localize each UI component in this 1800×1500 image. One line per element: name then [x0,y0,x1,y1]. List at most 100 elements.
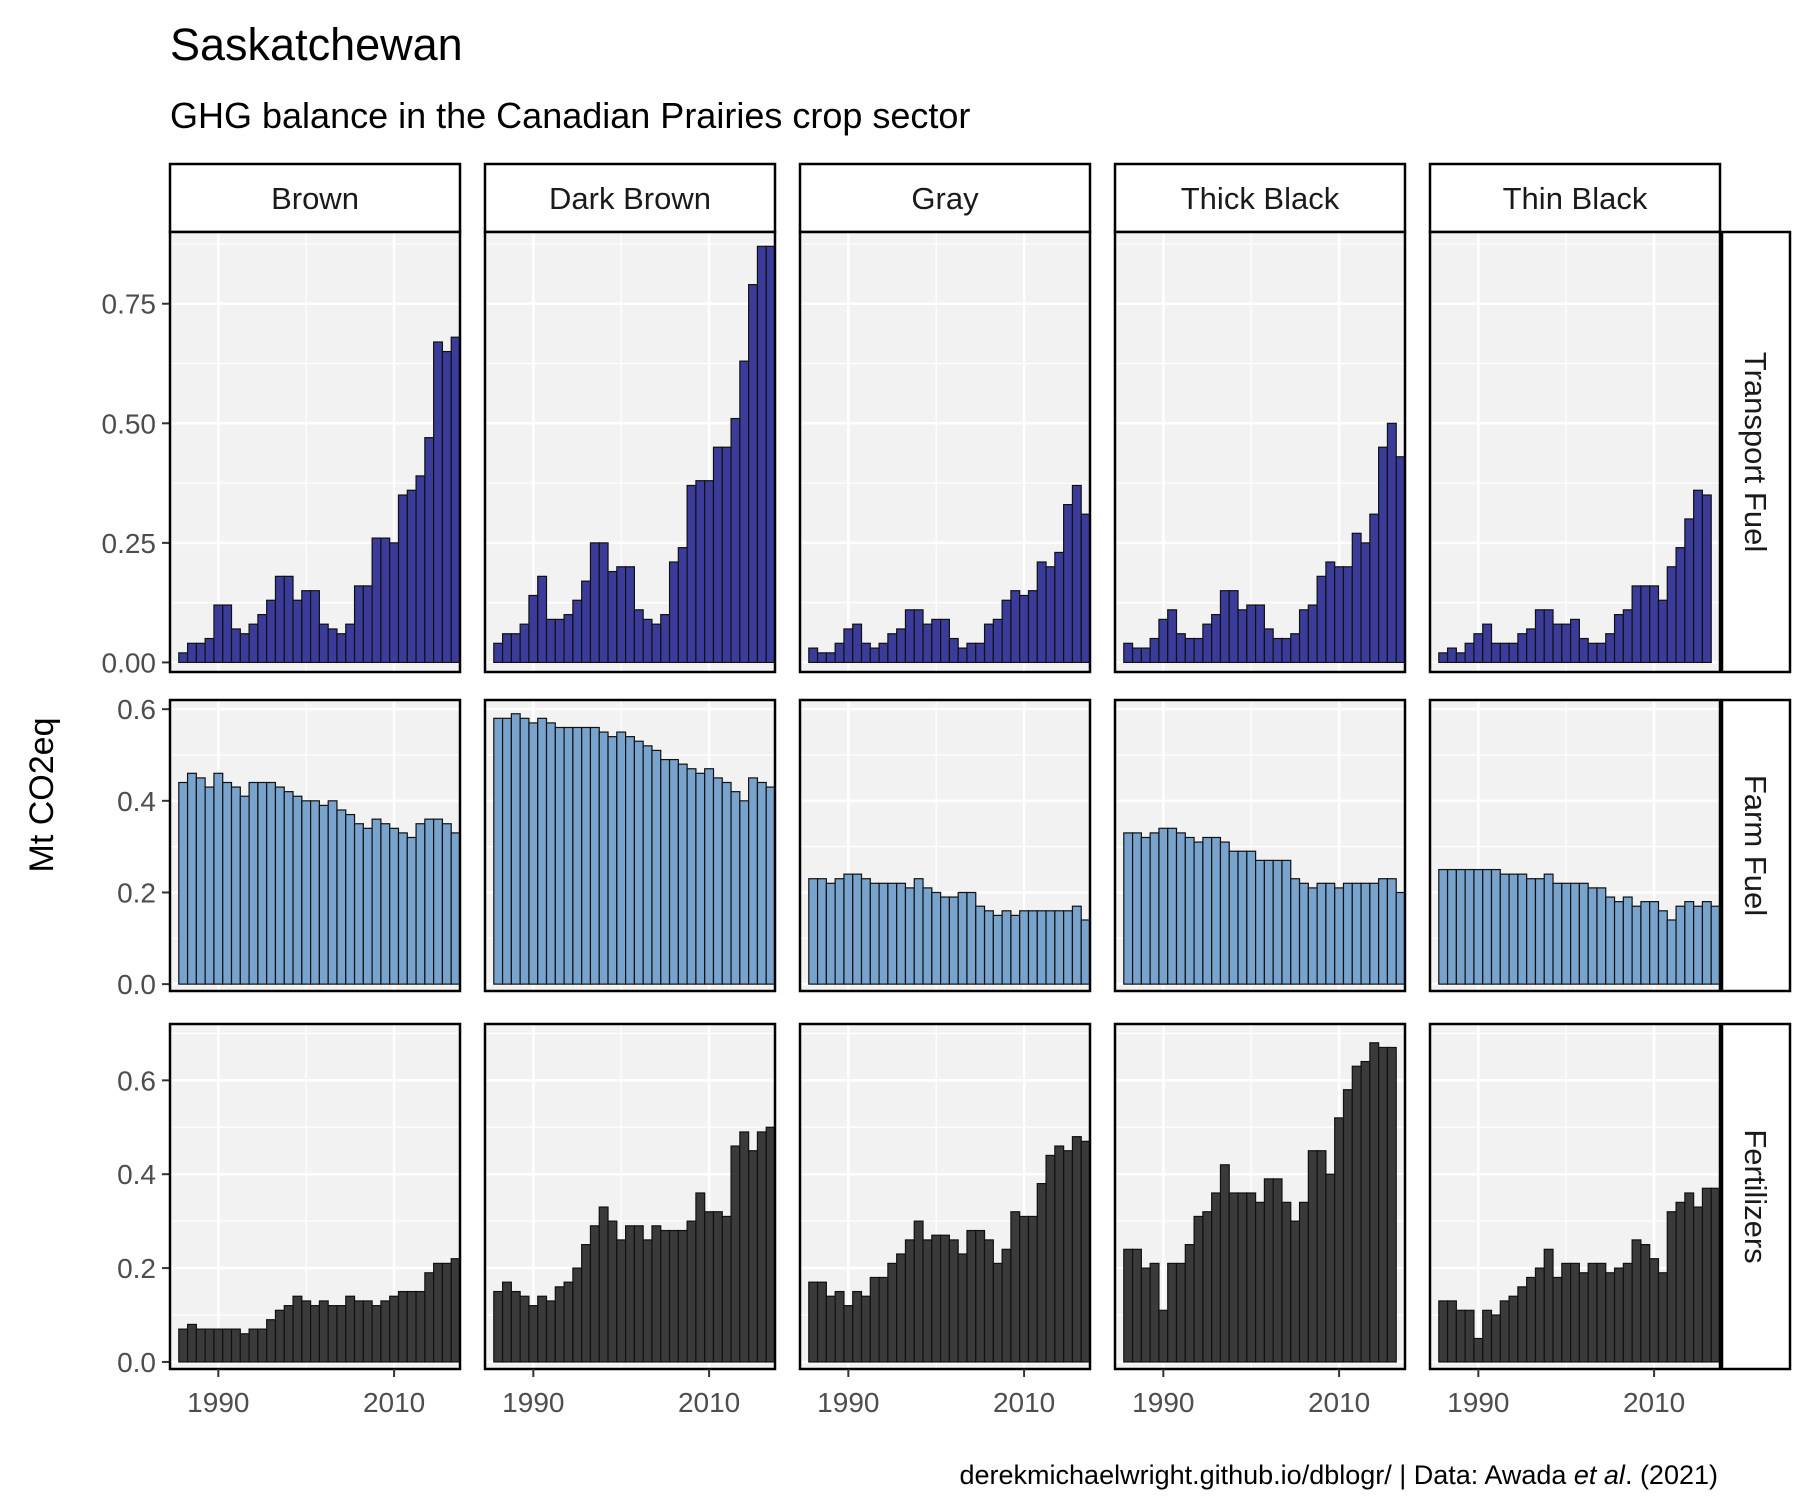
bar [195,642,206,664]
bar [1499,1300,1510,1363]
bar [1071,484,1082,664]
bar [825,882,836,985]
bar [1211,614,1222,664]
bar-series [1438,868,1721,985]
bar [1482,1309,1493,1363]
bar [1184,1244,1195,1363]
bar [712,1211,723,1363]
x-tick-label: 2010 [363,1387,425,1418]
y-tick-label: 0.4 [117,1159,156,1190]
bar [433,818,444,985]
panel-transport-fuel-dark-brown [483,230,777,674]
bar [353,585,364,664]
bar [922,623,933,664]
panel-farm-fuel-brown [168,698,462,993]
x-tick-label: 1990 [502,1387,564,1418]
bar [1158,618,1169,664]
bar [1036,561,1047,664]
strip-label: Farm Fuel [1738,775,1773,916]
bar [389,542,400,664]
panel-border [483,230,777,674]
bar [834,642,845,664]
bar [1613,901,1624,985]
bar [406,1290,417,1363]
bar [1175,1262,1186,1363]
bar [1001,910,1012,985]
strip-box [483,162,777,234]
bar [1237,850,1248,985]
bar [1281,859,1292,985]
bar [765,245,776,664]
bar [537,1295,548,1363]
bar [1534,609,1545,664]
bar [318,804,329,985]
bar [598,542,609,664]
bar [607,570,618,664]
x-tick-label: 1990 [817,1387,879,1418]
bar [239,633,250,664]
bar [1657,599,1668,664]
bar [501,1281,512,1363]
bar [1684,518,1695,664]
bar [1211,1192,1222,1363]
bar [1455,652,1466,664]
bar [975,905,986,985]
bar [668,1229,679,1363]
panel-fertilizers-gray [798,1022,1092,1371]
bar [450,1258,461,1363]
bar [633,1225,644,1363]
bar [1684,1192,1695,1363]
bar [537,717,548,985]
bar [983,1239,994,1363]
bar [327,800,338,985]
bar [248,1328,259,1363]
bar [869,647,880,664]
bar [563,726,574,985]
bar [397,494,408,664]
bar [1684,901,1695,985]
bar [1080,513,1091,664]
bar [1167,827,1178,985]
bar [896,1253,907,1363]
bar [1526,1276,1537,1363]
bar [501,633,512,664]
bar [1140,1267,1151,1363]
panel-farm-fuel-thin-black [1428,698,1722,993]
bar-series [493,713,776,985]
bar [642,745,653,985]
bar [966,1229,977,1363]
bar [528,1305,539,1363]
y-tick-label: 0.00 [102,647,157,678]
bar [1219,841,1230,985]
bar [1307,604,1318,664]
bar [940,896,950,985]
bar [266,781,277,985]
panel-transport-fuel-thick-black [1113,230,1407,674]
bar [1342,1089,1353,1363]
bar [554,618,565,664]
bar [931,1234,942,1363]
bar [1622,896,1633,985]
bar [554,1286,565,1363]
bar [957,891,968,985]
bar [371,1305,382,1363]
bar [1255,604,1265,664]
panel-border [1113,1022,1407,1371]
bar [1464,868,1475,985]
bar [501,717,512,985]
bar [992,914,1003,985]
bar [1219,1164,1230,1363]
bar [1158,1309,1169,1363]
bar [1640,1244,1651,1363]
bar [756,1131,767,1363]
bar [756,781,767,985]
bar [519,717,530,985]
bar [433,1262,444,1363]
bar [712,777,723,985]
bar [415,475,426,664]
bar [1316,882,1327,985]
bar [748,1150,759,1363]
bar [1045,1154,1056,1363]
bar [1596,642,1607,664]
bar [493,1290,504,1363]
